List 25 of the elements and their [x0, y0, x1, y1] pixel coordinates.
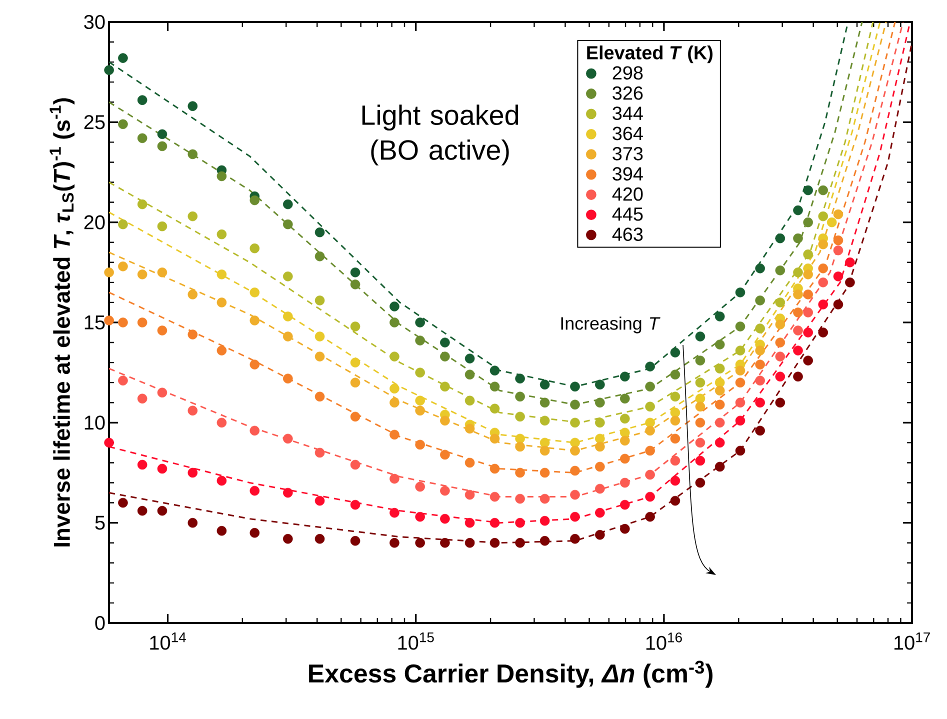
- annotation: Light soaked (BO active): [362, 104, 518, 166]
- legend-label: 445: [612, 208, 643, 221]
- y-tick-label: 20: [84, 215, 105, 230]
- x-tick-label: 10$^{14}$: [150, 632, 186, 650]
- legend-label: 298: [612, 66, 643, 80]
- x-tick-label: 10$^{15}$: [398, 632, 434, 650]
- legend-label: 420: [612, 187, 643, 201]
- legend-label: 463: [612, 228, 643, 241]
- y-tick-label: 25: [84, 115, 105, 130]
- legend-label: 326: [612, 86, 643, 100]
- x-tick-label: 10$^{16}$: [646, 632, 682, 650]
- legend-label: 373: [612, 146, 643, 160]
- x-tick-label: 10$^{17}$: [894, 632, 930, 650]
- y-tick-label: 30: [84, 14, 105, 30]
- y-tick-label: 5: [95, 516, 105, 530]
- y-tick-label: 0: [95, 616, 105, 630]
- legend-label: 394: [612, 167, 643, 181]
- legend-title: Elevated T (K): [587, 46, 712, 64]
- y-tick-label: 10: [84, 416, 105, 430]
- x-axis-title: Excess Carrier Density, Δn (cm$^{-3}$): [309, 660, 712, 688]
- y-tick-label: 15: [84, 316, 105, 330]
- legend-label: 364: [612, 126, 643, 140]
- legend-label: 344: [612, 106, 643, 120]
- text: Inverse lifetime at elevated T, τ$_{LS}$(T)$^{-1}$ (s$^{-1}$): [50, 98, 75, 546]
- annotation: Increasing T: [561, 316, 660, 334]
